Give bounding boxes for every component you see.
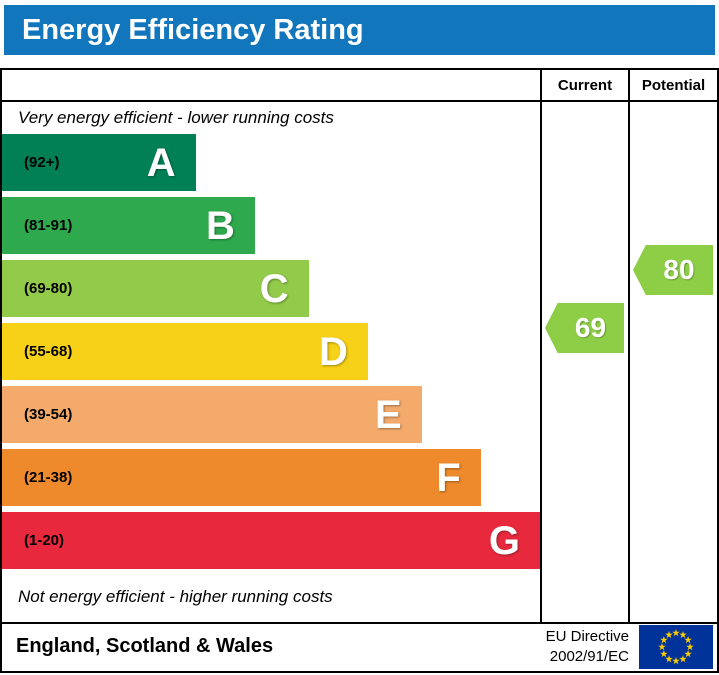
- rating-table: Very energy efficient - lower running co…: [0, 68, 719, 673]
- band-e-letter: E: [374, 392, 402, 437]
- band-d: (55-68) D: [2, 323, 368, 380]
- band-g: (1-20) G: [2, 512, 540, 569]
- band-b: (81-91) B: [2, 197, 255, 254]
- band-a-letter: A: [146, 140, 176, 185]
- eu-flag-icon: [639, 624, 713, 669]
- region-label: England, Scotland & Wales: [16, 635, 274, 657]
- band-c-letter: C: [259, 266, 289, 311]
- band-e: (39-54) E: [2, 386, 422, 443]
- band-c: (69-80) C: [2, 260, 309, 317]
- potential-rating-arrow: 80: [633, 245, 713, 295]
- band-f-letter: F: [436, 455, 461, 500]
- band-b-letter: B: [205, 203, 235, 248]
- eu-directive-line1: EU Directive: [545, 627, 629, 645]
- potential-column-body: 80: [630, 102, 717, 622]
- eu-directive-line2: 2002/91/EC: [549, 647, 629, 665]
- band-d-range: (55-68): [24, 343, 73, 360]
- rating-grid: Very energy efficient - lower running co…: [2, 70, 717, 622]
- eu-directive-label: EU Directive 2002/91/EC: [546, 627, 629, 667]
- page-title: Energy Efficiency Rating: [4, 5, 715, 55]
- band-g-range: (1-20): [24, 532, 65, 549]
- band-f: (21-38) F: [2, 449, 481, 506]
- current-column-body: 69: [542, 102, 628, 622]
- rating-bands: (92+) A (81-91) B (69-80) C (55-68): [2, 134, 540, 575]
- band-f-range: (21-38): [24, 469, 73, 486]
- band-b-range: (81-91): [24, 217, 73, 234]
- current-rating-value: 69: [574, 312, 607, 343]
- band-a-range: (92+): [24, 154, 60, 171]
- page-title-text: Energy Efficiency Rating: [22, 13, 364, 46]
- scale-header-spacer: [2, 70, 540, 102]
- rating-scale-column: Very energy efficient - lower running co…: [2, 70, 540, 622]
- band-a: (92+) A: [2, 134, 196, 191]
- band-g-letter: G: [488, 518, 520, 563]
- rating-scale: Very energy efficient - lower running co…: [2, 102, 540, 622]
- current-column: Current 69: [540, 70, 628, 622]
- band-c-range: (69-80): [24, 280, 73, 297]
- caption-bottom: Not energy efficient - higher running co…: [18, 587, 333, 606]
- band-d-letter: D: [318, 329, 348, 374]
- band-e-range: (39-54): [24, 406, 73, 423]
- potential-header: Potential: [630, 70, 717, 102]
- caption-top: Very energy efficient - lower running co…: [18, 108, 334, 127]
- potential-column: Potential 80: [628, 70, 717, 622]
- current-header: Current: [542, 70, 628, 102]
- current-rating-arrow: 69: [545, 303, 624, 353]
- footer: England, Scotland & Wales EU Directive 2…: [2, 622, 717, 669]
- potential-rating-value: 80: [663, 254, 695, 285]
